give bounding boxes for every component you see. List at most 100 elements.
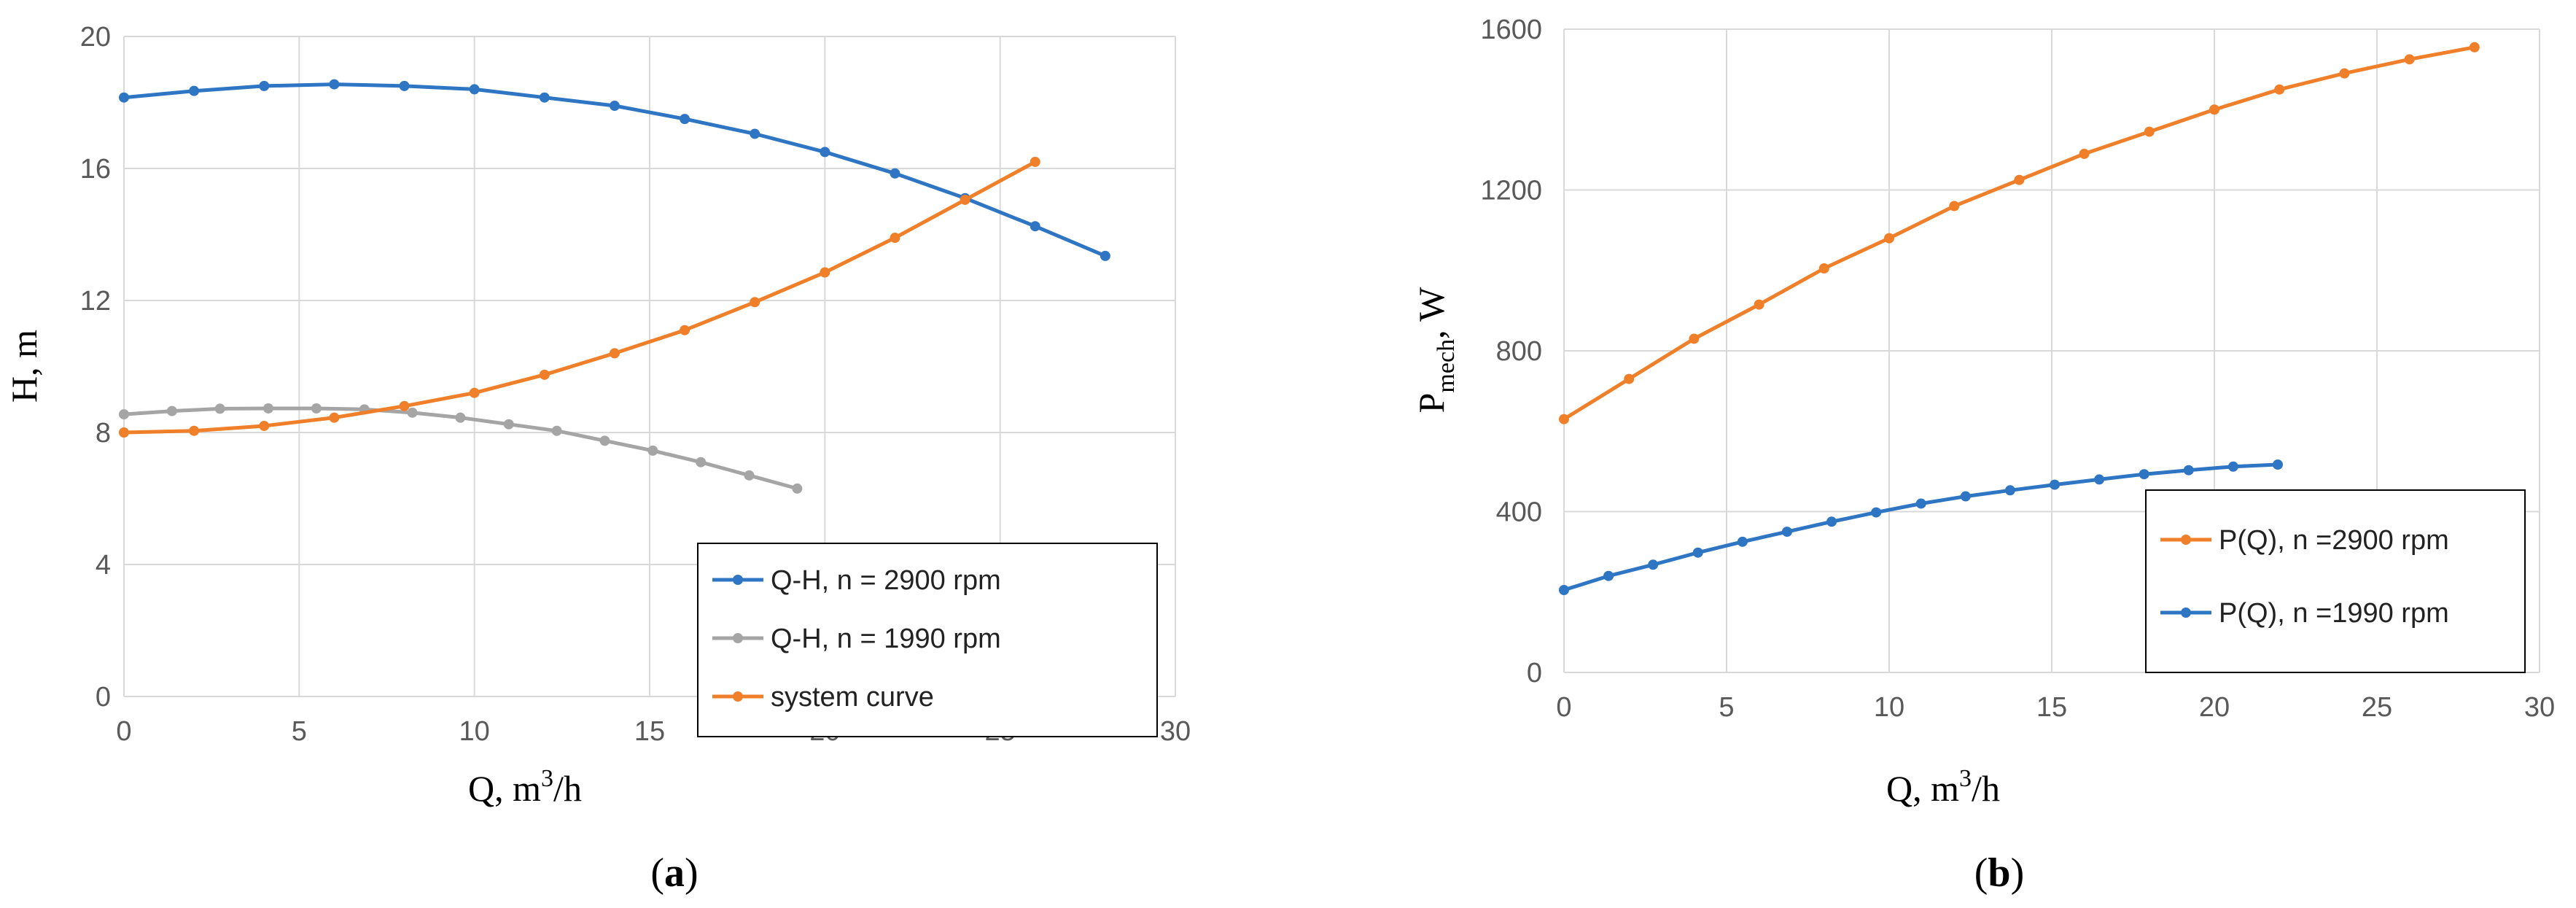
data-point: [2227, 461, 2238, 472]
data-point: [2272, 459, 2283, 470]
data-point: [263, 403, 274, 414]
data-point: [119, 92, 129, 103]
data-point: [259, 80, 270, 91]
y-tick-label: 0: [1527, 658, 1542, 688]
data-point: [820, 267, 830, 278]
data-point: [503, 419, 514, 430]
data-point: [1754, 299, 1764, 310]
x-tick-label: 15: [634, 716, 665, 747]
data-point: [469, 84, 480, 95]
data-point: [2004, 485, 2015, 496]
data-point: [1559, 414, 1569, 424]
series-line: [1563, 45, 2475, 421]
data-point: [599, 435, 610, 446]
data-point: [2404, 54, 2415, 65]
data-point: [744, 470, 755, 481]
panel-label: a: [664, 850, 685, 896]
data-point: [1781, 527, 1792, 538]
data-point: [1100, 250, 1110, 261]
data-point: [2139, 469, 2149, 480]
x-tick-label: 5: [292, 716, 307, 747]
legend-label: system curve: [771, 682, 934, 713]
data-point: [609, 348, 620, 359]
data-point: [1826, 516, 1837, 527]
data-point: [750, 297, 760, 308]
data-point: [2274, 84, 2285, 95]
data-point: [399, 80, 410, 91]
data-point: [455, 412, 466, 423]
x-tick-label: 25: [2362, 692, 2392, 723]
data-point: [680, 325, 690, 335]
x-tick-label: 0: [1556, 692, 1571, 723]
x-axis-title: Q, m3/h: [1886, 765, 2000, 809]
data-point: [820, 147, 830, 158]
y-tick-label: 8: [96, 418, 111, 449]
y-tick-label: 20: [80, 22, 111, 53]
y-axis-title: H, m: [4, 330, 44, 403]
data-point: [119, 427, 129, 438]
data-point: [890, 233, 900, 244]
data-point: [609, 101, 620, 112]
data-point: [680, 114, 690, 125]
data-point: [539, 369, 550, 380]
data-point: [2014, 174, 2025, 185]
x-tick-label: 30: [2524, 692, 2555, 723]
legend-label: P(Q), n =1990 rpm: [2219, 598, 2449, 629]
data-point: [189, 85, 200, 96]
data-point: [1692, 547, 1703, 558]
data-point: [1884, 233, 1894, 244]
x-axis-title-sup: 3: [541, 765, 553, 792]
data-point: [1559, 584, 1569, 595]
y-axis-title-main: P: [1411, 393, 1452, 414]
data-point: [890, 168, 900, 179]
data-point: [1949, 201, 1960, 212]
legend-box: [2145, 489, 2526, 673]
data-point: [551, 425, 562, 436]
legend: Q-H, n = 2900 rpm Q-H, n = 1990 rpm system…: [697, 543, 1158, 737]
y-axis-title-sub: mech: [1433, 339, 1460, 393]
data-point: [2339, 68, 2350, 79]
data-point: [329, 412, 340, 423]
legend-marker: [2181, 535, 2191, 545]
data-point: [2209, 104, 2219, 115]
data-point: [166, 406, 177, 416]
x-tick-label: 15: [2036, 692, 2067, 723]
x-tick-label: 10: [459, 716, 490, 747]
data-point: [2469, 42, 2480, 53]
legend-marker: [733, 633, 743, 643]
x-tick-label: 20: [2199, 692, 2230, 723]
legend-label: P(Q), n =2900 rpm: [2219, 525, 2449, 556]
y-axis-title: Pmech, W: [1411, 287, 1460, 414]
x-axis-title: Q, m3/h: [468, 765, 582, 809]
y-tick-label: 0: [96, 682, 111, 713]
y-tick-label: 12: [80, 286, 111, 317]
x-axis-title-main: Q, m: [1886, 768, 1959, 809]
chart-a: 048121620051015202530Q-H, n = 2900 rpmQ-…: [4, 22, 1191, 896]
data-point: [189, 425, 200, 436]
series-line: [123, 160, 1036, 435]
data-point: [399, 400, 410, 411]
legend: P(Q), n =2900 rpm P(Q), n =1990 rpm: [2145, 489, 2526, 673]
data-point: [2183, 465, 2194, 476]
data-point: [2079, 148, 2090, 159]
data-point: [2050, 479, 2061, 490]
data-point: [1603, 570, 1614, 581]
data-point: [647, 445, 658, 456]
data-point: [960, 194, 970, 205]
y-tick-label: 1200: [1480, 176, 1542, 206]
x-axis-title-sup: 3: [1959, 765, 1972, 792]
data-point: [696, 457, 707, 467]
panel-caption: (a): [650, 850, 698, 896]
data-point: [1818, 263, 1829, 273]
data-point: [407, 407, 418, 418]
panel-label: b: [1988, 850, 2010, 896]
data-point: [2094, 474, 2105, 485]
data-point: [119, 409, 129, 420]
y-tick-label: 4: [96, 550, 111, 581]
data-point: [750, 128, 760, 139]
data-point: [792, 483, 803, 494]
y-axis-title-tail: , W: [1411, 287, 1452, 339]
x-axis-title-tail: /h: [553, 768, 582, 809]
legend-marker: [733, 575, 743, 585]
legend-marker: [733, 691, 743, 702]
